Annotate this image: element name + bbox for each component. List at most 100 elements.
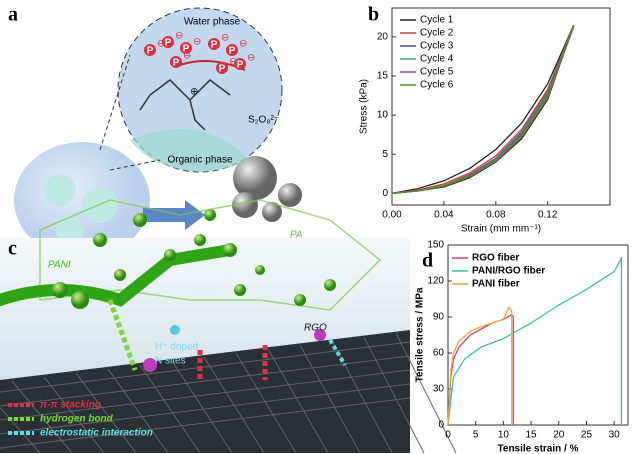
lattice-line <box>11 380 73 454</box>
plot-frame <box>391 7 611 206</box>
lattice-line <box>0 341 411 393</box>
legend-label: PANI/RGO fiber <box>472 266 545 277</box>
lattice-line <box>43 376 105 454</box>
y-tick-label: 15 <box>377 71 389 82</box>
y-tick-label: 20 <box>377 32 389 43</box>
rgo-label: RGO <box>304 323 327 334</box>
lattice-line <box>395 332 457 454</box>
zoom-line <box>109 159 161 171</box>
pa-label: PA <box>290 230 303 241</box>
y-tick-label: 150 <box>427 240 444 251</box>
legend-label: PANI fiber <box>472 279 520 290</box>
charge: ⊖ <box>193 37 201 48</box>
x-tick-label: 0.12 <box>538 210 558 221</box>
legend-label: Cycle 1 <box>420 15 454 26</box>
x-tick-label: 0.08 <box>486 210 506 221</box>
lattice-line <box>267 348 329 454</box>
phosphate <box>180 42 192 54</box>
atom <box>143 358 157 372</box>
x-tick-label: 10 <box>498 430 510 441</box>
legend-label: Cycle 3 <box>420 41 454 52</box>
x-tick-label: 5 <box>473 430 479 441</box>
atom <box>52 282 68 298</box>
y-tick-label: 0 <box>382 188 388 199</box>
series-line <box>447 306 513 426</box>
panel-label: d <box>422 250 433 272</box>
x-tick-label: 0.00 <box>382 210 402 221</box>
lattice-line <box>75 372 137 454</box>
lattice-line <box>363 336 425 454</box>
phosphate-label: P <box>229 46 236 57</box>
sphere <box>233 156 277 200</box>
electrostatic <box>328 338 347 367</box>
doped-label: H⁺ doped <box>155 342 198 353</box>
x-tick-label: 20 <box>553 430 565 441</box>
charge: ⊖ <box>175 31 183 42</box>
legend-label: Cycle 2 <box>420 28 454 39</box>
charge: ⊖ <box>239 39 247 50</box>
arrow <box>143 200 205 230</box>
phosphate <box>208 38 220 50</box>
panel-label: c <box>8 238 17 260</box>
lattice-line <box>107 368 169 454</box>
y-axis-label: Stress (kPa) <box>359 79 370 134</box>
x-tick-label: 30 <box>609 430 621 441</box>
plot-frame <box>447 244 629 426</box>
legend-label: electrostatic interaction <box>40 428 153 439</box>
charge: ⊕ <box>190 87 198 98</box>
charge: ⊖ <box>183 51 191 62</box>
phosphate-label: P <box>183 44 190 55</box>
sphere <box>262 202 282 222</box>
y-tick-label: 5 <box>382 149 388 160</box>
phosphate <box>144 44 156 56</box>
atom <box>71 291 89 309</box>
series-line <box>391 26 575 194</box>
charge: ⊖ <box>247 53 255 64</box>
y-tick-label: 90 <box>433 312 445 323</box>
charge: ⊖ <box>221 33 229 44</box>
phosphate <box>226 44 238 56</box>
lattice-line <box>299 344 361 454</box>
phosphate-label: P <box>219 64 226 75</box>
y-tick-label: 0 <box>438 420 444 431</box>
legend-label: Cycle 6 <box>420 80 454 91</box>
y-tick-label: 120 <box>427 276 444 287</box>
pani-label: PANI <box>48 260 71 271</box>
phosphate <box>162 36 174 48</box>
phosphate-label: P <box>237 60 244 71</box>
phosphate <box>170 56 182 68</box>
pani-chain <box>0 244 236 307</box>
doped-label: N sites <box>155 356 186 367</box>
legend-label: hydrogen bond <box>40 414 114 425</box>
x-tick-label: 15 <box>526 430 538 441</box>
molecule <box>139 94 206 131</box>
lattice-line <box>0 383 411 435</box>
y-tick-label: 30 <box>433 384 445 395</box>
atom <box>255 265 265 275</box>
atom <box>93 233 107 247</box>
atom <box>164 249 176 261</box>
panel-label: a <box>8 4 18 26</box>
sphere <box>232 192 258 218</box>
atom <box>204 209 216 221</box>
particle <box>44 174 76 206</box>
organic-region <box>130 128 250 172</box>
atom <box>324 279 336 291</box>
legend-label: Cycle 4 <box>420 54 454 65</box>
lattice-line <box>171 360 233 454</box>
x-tick-label: 0 <box>445 430 451 441</box>
lattice-line <box>139 364 201 454</box>
phosphate <box>234 58 246 70</box>
legend-label: RGO fiber <box>472 253 519 264</box>
atom <box>234 284 246 296</box>
lattice-line <box>0 397 411 449</box>
water-phase: Water phase <box>184 17 241 28</box>
y-axis-label: Tensile stress / MPa <box>415 287 426 382</box>
atom <box>223 243 237 257</box>
atom <box>133 213 147 227</box>
phosphate-label: P <box>147 46 154 57</box>
x-axis-label: Tensile strain / % <box>498 444 579 454</box>
atom <box>194 234 206 246</box>
h-bond <box>107 299 138 371</box>
